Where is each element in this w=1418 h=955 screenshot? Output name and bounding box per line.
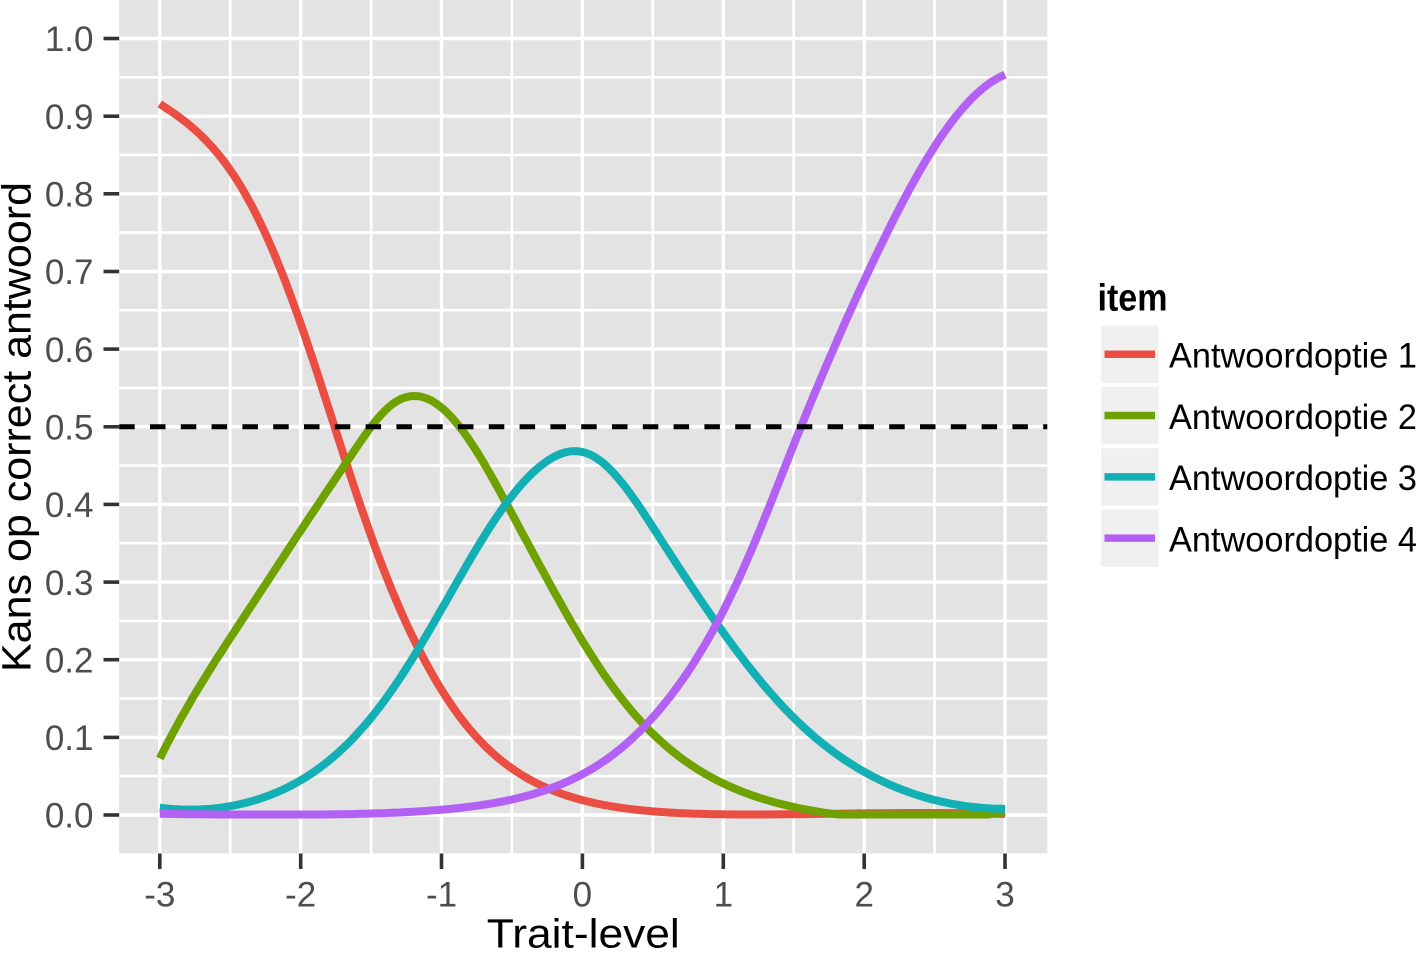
svg-text:1.0: 1.0	[45, 20, 94, 59]
svg-text:0.4: 0.4	[45, 486, 94, 525]
svg-text:Antwoordoptie 2: Antwoordoptie 2	[1169, 398, 1417, 437]
svg-text:0.6: 0.6	[45, 331, 94, 370]
svg-text:0.0: 0.0	[45, 797, 94, 836]
svg-text:0.5: 0.5	[45, 408, 94, 447]
svg-text:2: 2	[854, 875, 873, 914]
svg-text:-2: -2	[285, 875, 316, 914]
svg-text:item: item	[1098, 278, 1168, 320]
svg-text:3: 3	[995, 875, 1014, 914]
svg-text:1: 1	[714, 875, 733, 914]
svg-text:0.7: 0.7	[45, 253, 94, 292]
svg-text:0.1: 0.1	[45, 719, 94, 758]
svg-text:Antwoordoptie 4: Antwoordoptie 4	[1169, 520, 1417, 559]
svg-text:0.8: 0.8	[45, 176, 94, 215]
svg-text:Trait-level: Trait-level	[487, 911, 680, 950]
svg-text:Antwoordoptie 3: Antwoordoptie 3	[1169, 459, 1417, 498]
svg-text:0: 0	[573, 875, 592, 914]
svg-text:0.3: 0.3	[45, 564, 94, 603]
svg-text:0.2: 0.2	[45, 641, 94, 680]
svg-text:0.9: 0.9	[45, 98, 94, 137]
svg-text:-1: -1	[426, 875, 457, 914]
svg-text:Antwoordoptie 1: Antwoordoptie 1	[1169, 336, 1417, 375]
svg-text:-3: -3	[144, 875, 175, 914]
svg-text:Kans op correct antwoord: Kans op correct antwoord	[0, 182, 40, 672]
